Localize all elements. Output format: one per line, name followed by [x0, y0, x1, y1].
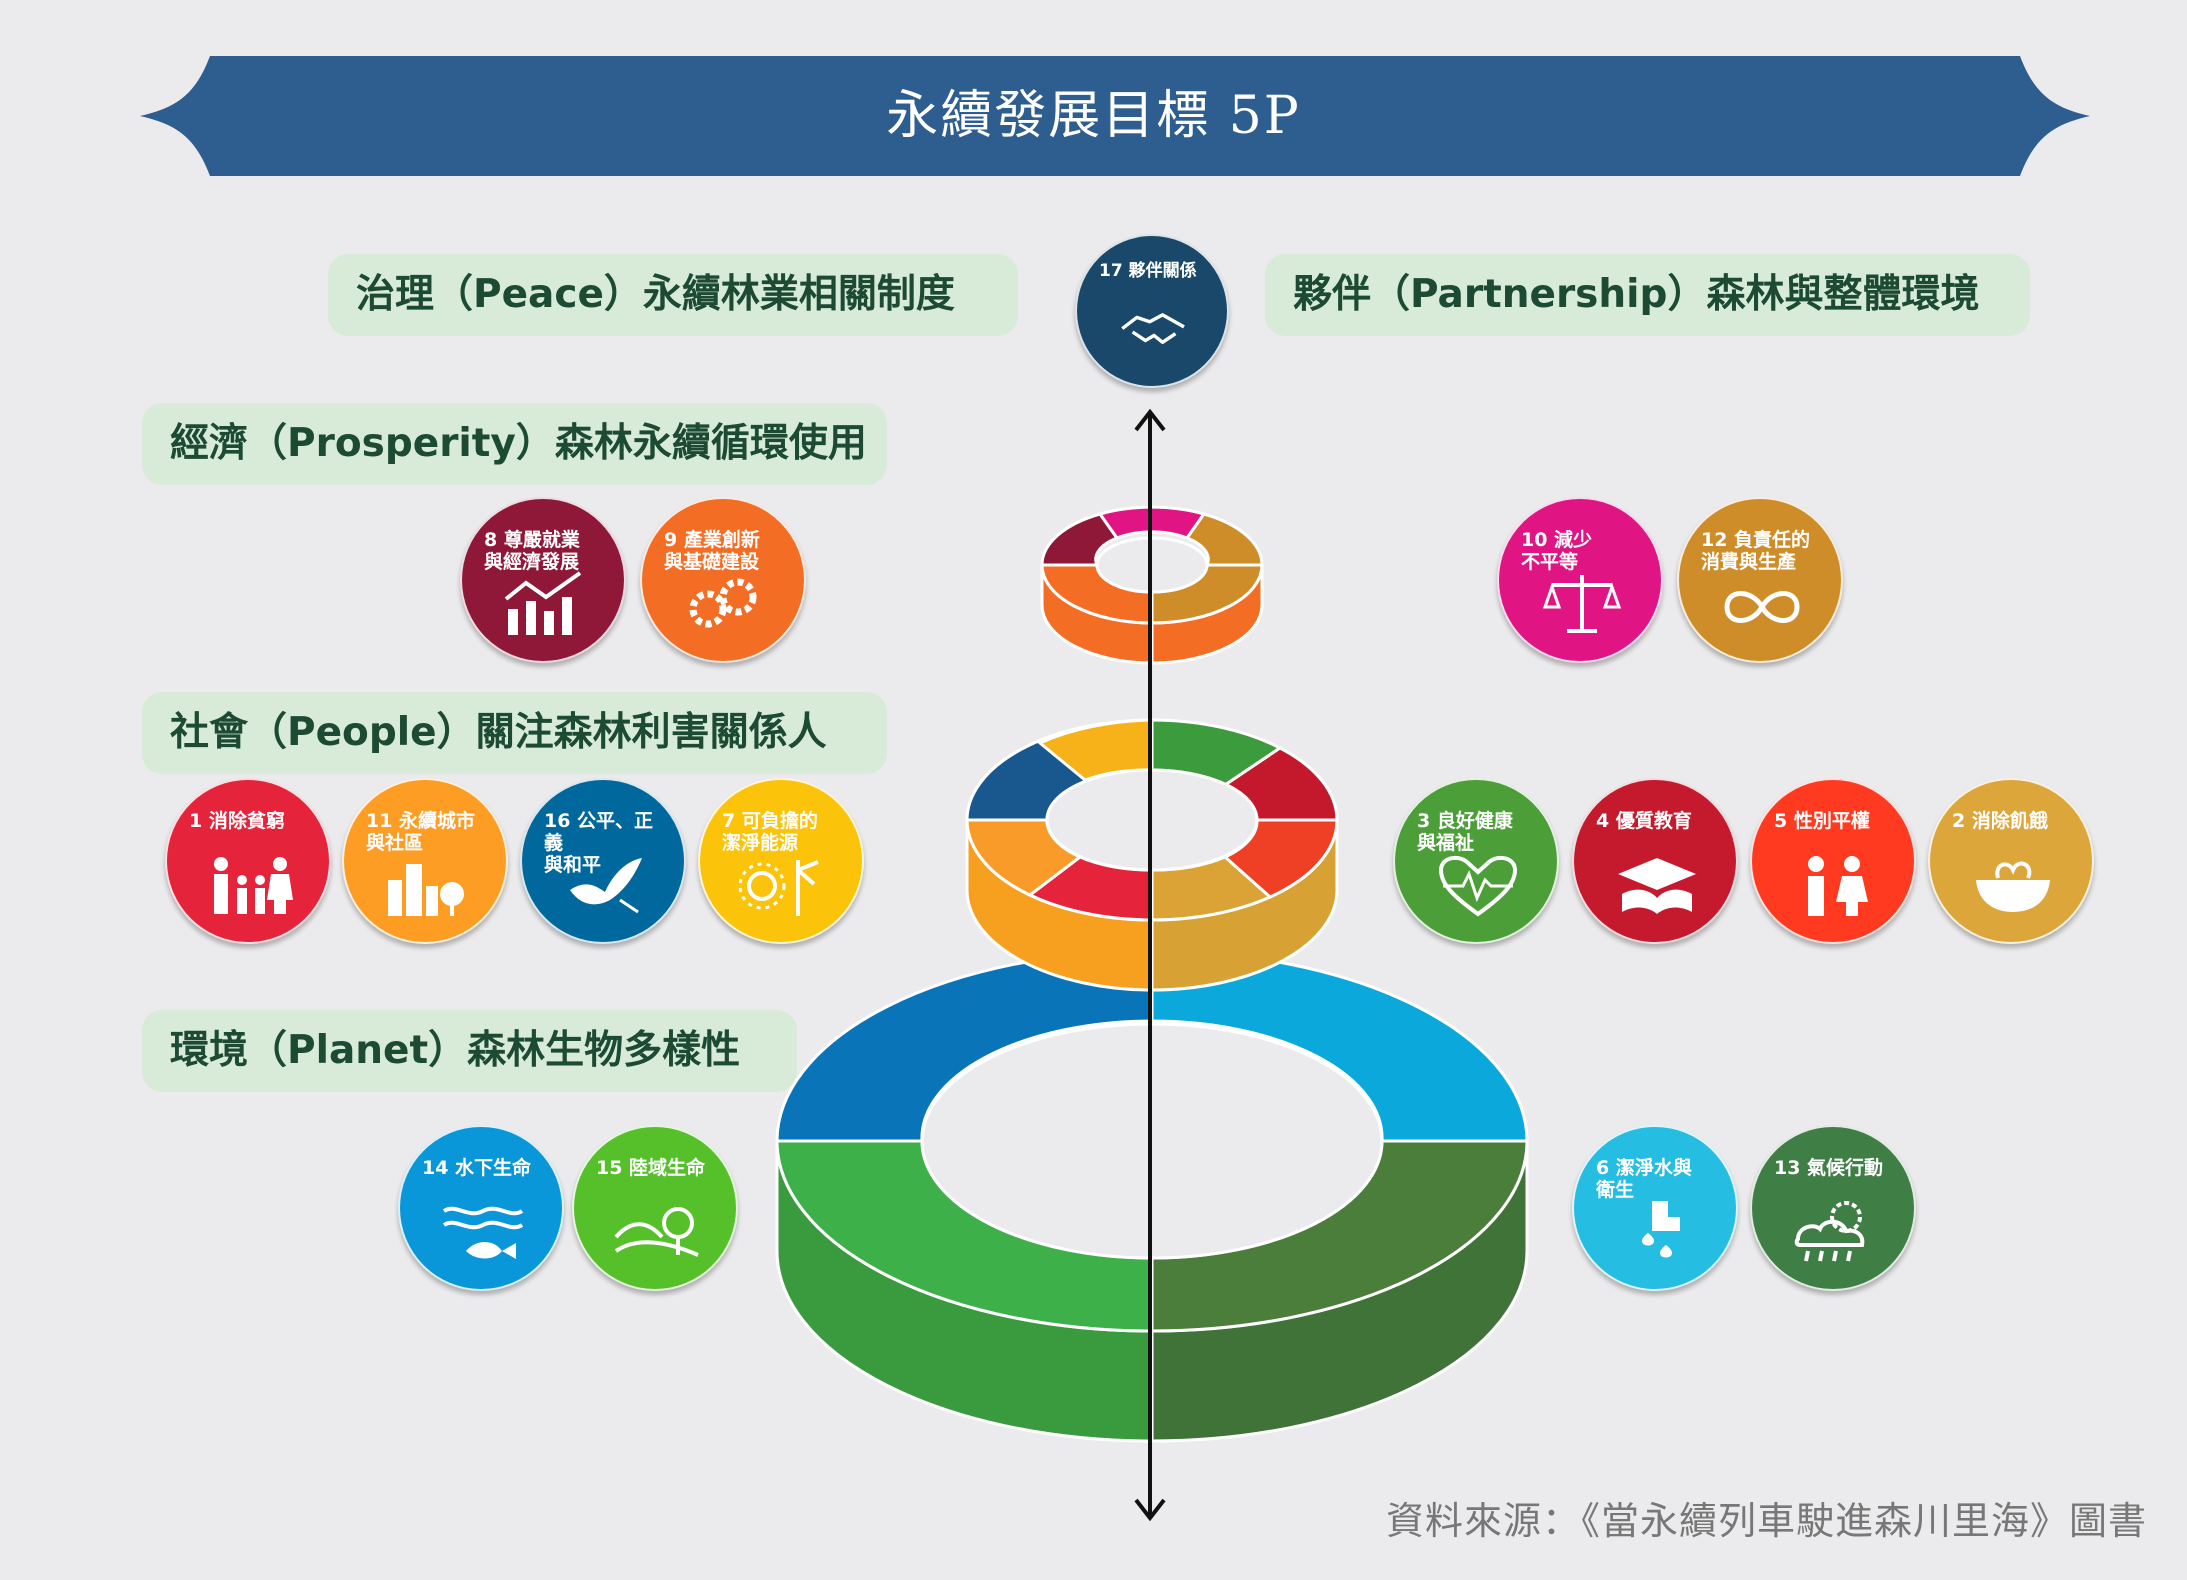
sdg-1-label: 1 消除貧窮: [189, 810, 285, 832]
sdg-4-label: 4 優質教育: [1596, 810, 1692, 832]
sdg-10-reduced-inequalities: 10 減少 不平等: [1497, 497, 1663, 663]
sdg-16-peace-justice: 16 公平、正義 與和平: [520, 778, 686, 944]
title-banner: [140, 56, 2090, 176]
sdg-17-partnerships: 17 夥伴關係: [1075, 234, 1229, 388]
infinity-icon: [1724, 591, 1800, 623]
sdg-4-quality-education: 4 優質教育: [1572, 778, 1738, 944]
climate-icon: [1794, 1201, 1865, 1262]
sdg-7-label: 7 可負擔的 潔淨能源: [722, 810, 818, 854]
family-icon: [214, 857, 293, 914]
sdg-3-good-health: 3 良好健康 與福祉: [1393, 778, 1559, 944]
people-label: 社會（People）關注森林利害關係人: [142, 692, 887, 774]
sdg-15-life-on-land: 15 陸域生命: [572, 1125, 738, 1291]
sdg-9-label: 9 產業創新 與基礎建設: [664, 529, 760, 573]
sdg-16-label: 16 公平、正義 與和平: [544, 810, 654, 876]
city-icon: [388, 864, 464, 916]
growth-chart-icon: [504, 571, 582, 635]
gender-icon: [1808, 856, 1868, 916]
scale-icon: [1542, 575, 1622, 633]
page-title: 永續發展目標 5P: [886, 86, 1301, 146]
vertical-axis-arrow: [1134, 408, 1166, 1522]
handshake-icon: [1121, 313, 1185, 344]
sdg-8-label: 8 尊嚴就業 與經濟發展: [484, 529, 580, 573]
peace-label: 治理（Peace）永續林業相關制度: [328, 254, 1018, 336]
bowl-icon: [1976, 861, 2050, 912]
sdg-17-label: 17 夥伴關係: [1099, 261, 1197, 281]
planet-ring: [775, 949, 1529, 1443]
sdg-11-sustainable-cities: 11 永續城市 與社區: [342, 778, 508, 944]
sdg-10-label: 10 減少 不平等: [1521, 529, 1593, 573]
sdg-8-decent-work: 8 尊嚴就業 與經濟發展: [460, 497, 626, 663]
source-credit: 資料來源：《當永續列車駛進森川里海》圖書: [1385, 1499, 2147, 1543]
tree-icon: [614, 1207, 699, 1257]
book-icon: [1618, 858, 1696, 914]
water-tap-icon: [1642, 1201, 1680, 1258]
sdg-5-label: 5 性別平權: [1774, 810, 1870, 832]
sdg-1-no-poverty: 1 消除貧窮: [165, 778, 331, 944]
sdg-7-clean-energy: 7 可負擔的 潔淨能源: [698, 778, 864, 944]
dove-icon: [570, 858, 642, 914]
sdg-2-label: 2 消除飢餓: [1952, 810, 2048, 832]
sdg-14-label: 14 水下生命: [422, 1157, 532, 1179]
sdg-14-life-below-water: 14 水下生命: [398, 1125, 564, 1291]
sdg-9-industry-innovation: 9 產業創新 與基礎建設: [640, 497, 806, 663]
heartbeat-icon: [1438, 855, 1518, 917]
sdg-2-zero-hunger: 2 消除飢餓: [1928, 778, 2094, 944]
sun-icon: [738, 860, 819, 916]
sdg-5-gender-equality: 5 性別平權: [1750, 778, 1916, 944]
sdg-15-label: 15 陸域生命: [596, 1157, 706, 1179]
sdg-13-label: 13 氣候行動: [1774, 1157, 1884, 1179]
sdg-3-label: 3 良好健康 與福祉: [1417, 810, 1513, 854]
prosperity-label: 經濟（Prosperity）森林永續循環使用: [142, 403, 887, 485]
gears-icon: [689, 578, 757, 628]
sdg-12-responsible-consumption: 12 負責任的 消費與生產: [1677, 497, 1843, 663]
sdg-6-label: 6 潔淨水與 衛生: [1596, 1157, 1692, 1201]
sdg-11-label: 11 永續城市 與社區: [366, 810, 476, 854]
sdg-12-label: 12 負責任的 消費與生產: [1701, 529, 1811, 573]
planet-label: 環境（Planet）森林生物多樣性: [142, 1010, 797, 1092]
fish-icon: [442, 1206, 524, 1259]
sdg-13-climate-action: 13 氣候行動: [1750, 1125, 1916, 1291]
sdg-6-clean-water: 6 潔淨水與 衛生: [1572, 1125, 1738, 1291]
partnership-label: 夥伴（Partnership）森林與整體環境: [1265, 254, 2030, 336]
